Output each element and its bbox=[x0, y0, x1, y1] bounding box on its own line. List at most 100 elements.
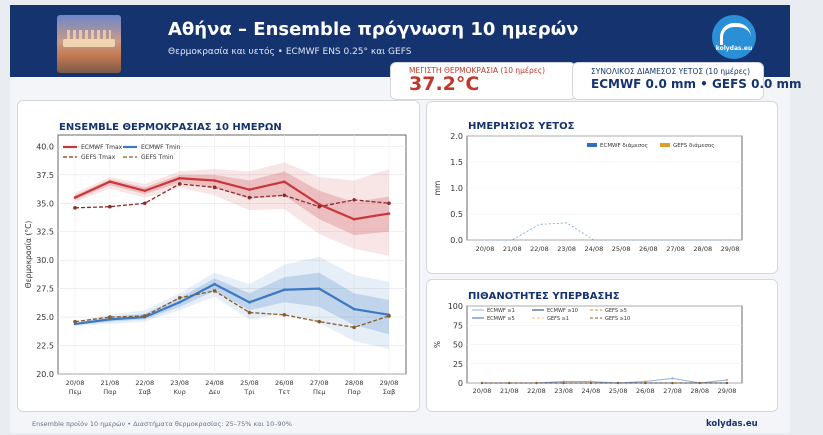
max-temp-label: ΜΕΓΙΣΤΗ ΘΕΡΜΟΚΡΑΣΙΑ (10 ημέρες) bbox=[409, 66, 546, 75]
x-tick-day: Κυρ bbox=[174, 388, 186, 396]
exceedance-point bbox=[562, 380, 565, 383]
legend-label: ECMWF ≥10 bbox=[547, 308, 578, 314]
gefs-tmax-point bbox=[247, 195, 252, 200]
exceedance-chart: 0 25 50 75 100 20/08 21/08 22/08 23/08 24/08 25/08… bbox=[433, 302, 743, 395]
gefs-tmax-point bbox=[352, 198, 356, 202]
gefs-tmax-point bbox=[317, 204, 322, 209]
gefs-tmin-point bbox=[352, 325, 356, 330]
ecmwf-tmin-point bbox=[352, 307, 356, 311]
x-tick-day: Δευ bbox=[209, 388, 221, 396]
y-tick-label: 20.0 bbox=[36, 370, 54, 379]
y-tick-label: 30.0 bbox=[36, 256, 54, 265]
legend-swatch bbox=[660, 143, 670, 147]
y-tick-label: 0 bbox=[458, 379, 463, 388]
daily-rain-chart-card: ΗΜΕΡΗΣΙΟΣ ΥΕΤΟΣ 0.0 0.5 1.0 1.5 2.0 20/08 21/0… bbox=[426, 101, 778, 274]
wave-icon bbox=[720, 23, 751, 45]
ecmwf-tmax-point bbox=[73, 196, 77, 199]
x-tick-date: 24/08 bbox=[205, 379, 224, 387]
gefs-tmax-point bbox=[108, 204, 112, 209]
x-tick-label: 25/08 bbox=[609, 387, 628, 395]
rain-spread-line bbox=[485, 222, 730, 241]
x-tick-date: 29/08 bbox=[380, 379, 399, 387]
gefs-tmin-point bbox=[73, 319, 77, 324]
ecmwf-tmin-point bbox=[178, 301, 181, 304]
y-tick-label: 75 bbox=[453, 321, 463, 330]
gefs-tmin-point bbox=[317, 319, 322, 324]
y-tick-label: 27.5 bbox=[36, 285, 54, 294]
kolydas-logo[interactable]: kolydas.eu bbox=[712, 15, 756, 59]
y-tick-label: 37.5 bbox=[36, 171, 54, 180]
x-tick-day: Τετ bbox=[278, 388, 290, 396]
x-tick-day: Πεμ bbox=[69, 388, 82, 396]
legend-label: GEFS διάμεσος bbox=[673, 142, 714, 149]
x-tick-date: 20/08 bbox=[66, 379, 85, 387]
exceedance-point bbox=[562, 381, 565, 385]
exceedance-point bbox=[508, 381, 511, 385]
total-rain-card: ΣΥΝΟΛΙΚΟΣ ΔΙΑΜΕΣΟΣ ΥΕΤΟΣ (10 ημέρες) ECM… bbox=[572, 62, 802, 100]
gefs-tmax-point bbox=[282, 193, 287, 198]
daily-rain-chart: 0.0 0.5 1.0 1.5 2.0 20/08 21/08 22/08 23/08 24/08… bbox=[433, 132, 743, 253]
x-tick-label: 22/08 bbox=[527, 387, 546, 395]
y-axis-label: Θερμοκρασία (°C) bbox=[24, 221, 33, 289]
y-axis-label: % bbox=[433, 341, 442, 348]
ecmwf-tmax-point bbox=[283, 180, 286, 183]
header-bar: Αθήνα – Ensemble πρόγνωση 10 ημερών Θερμ… bbox=[10, 5, 790, 77]
x-tick-label: 25/08 bbox=[612, 245, 631, 253]
footer-note: Ensemble προϊόν 10 ημερών • Διαστήματα θ… bbox=[32, 420, 292, 428]
legend-label: ECMWF διάμεσος bbox=[600, 142, 648, 149]
gefs-tmin-line bbox=[74, 290, 390, 329]
ecmwf-tmin-point bbox=[213, 282, 216, 286]
x-tick-day: Σαβ bbox=[383, 388, 396, 396]
exceedance-point bbox=[589, 381, 592, 385]
gefs-tmin-point bbox=[247, 310, 252, 315]
x-tick-label: 26/08 bbox=[639, 245, 658, 253]
exceedance-chart-title: ΠΙΘΑΝΟΤΗΤΕΣ ΥΠΕΡΒΑΣΗΣ bbox=[468, 291, 620, 302]
y-tick-label: 32.5 bbox=[36, 228, 54, 237]
x-tick-date: 26/08 bbox=[275, 379, 294, 387]
x-tick-day: Τρι bbox=[243, 388, 254, 396]
x-tick-label: 29/08 bbox=[721, 245, 740, 253]
max-temp-value: 37.2°C bbox=[409, 73, 480, 95]
footer-brand[interactable]: kolydas.eu bbox=[706, 419, 758, 429]
gefs-tmin-point bbox=[387, 314, 391, 318]
x-tick-day: Παρ bbox=[103, 388, 116, 396]
max-temp-card: ΜΕΓΙΣΤΗ ΘΕΡΜΟΚΡΑΣΙΑ (10 ημέρες) 37.2°C bbox=[390, 62, 576, 100]
gefs-tmax-point bbox=[142, 201, 147, 206]
legend-label: GEFS Tmin bbox=[141, 154, 174, 161]
page-subtitle: Θερμοκρασία και υετός • ECMWF ENS 0.25° … bbox=[168, 47, 412, 57]
y-tick-label: 35.0 bbox=[36, 199, 54, 208]
x-tick-label: 23/08 bbox=[554, 387, 573, 395]
x-tick-date: 21/08 bbox=[101, 379, 120, 387]
x-tick-day: Παρ bbox=[347, 388, 360, 396]
ecmwf-tmax-point bbox=[108, 180, 112, 183]
legend-label: ECMWF ≥1 bbox=[487, 308, 515, 314]
gefs-tmin-point bbox=[142, 314, 147, 318]
ecmwf-tmax-point bbox=[248, 188, 251, 191]
exceedance-point bbox=[535, 381, 538, 385]
ecmwf-tmax-point bbox=[178, 176, 181, 180]
ecmwf-tmax-point bbox=[352, 217, 356, 221]
legend-label: ECMWF ≥5 bbox=[487, 316, 515, 322]
x-tick-label: 24/08 bbox=[585, 245, 604, 253]
y-tick-label: 25 bbox=[453, 360, 463, 369]
y-axis-label: mm bbox=[433, 181, 442, 196]
y-tick-label: 100 bbox=[448, 302, 463, 311]
x-tick-label: 27/08 bbox=[666, 245, 685, 253]
y-tick-label: 0.0 bbox=[450, 236, 463, 245]
gefs-tmax-point bbox=[177, 182, 182, 186]
legend-label: GEFS ≥10 bbox=[605, 316, 630, 322]
gefs-tmin-point bbox=[108, 315, 112, 319]
ecmwf-tmin-point bbox=[283, 288, 286, 292]
legend-swatch bbox=[587, 143, 597, 147]
legend-label: ECMWF Tmax bbox=[81, 144, 123, 151]
x-tick-label: 21/08 bbox=[500, 387, 519, 395]
legend-label: GEFS ≥1 bbox=[547, 316, 569, 322]
ecmwf-tmax-line bbox=[74, 177, 390, 221]
exceedance-point bbox=[725, 378, 729, 382]
y-tick-label: 50 bbox=[453, 341, 463, 350]
tmax-band-10-90 bbox=[75, 162, 389, 256]
total-rain-label: ΣΥΝΟΛΙΚΟΣ ΔΙΑΜΕΣΟΣ ΥΕΤΟΣ (10 ημέρες) bbox=[591, 67, 751, 76]
x-tick-label: 22/08 bbox=[530, 245, 549, 253]
gefs-tmax-point bbox=[212, 185, 217, 190]
exceedance-point bbox=[480, 381, 484, 385]
